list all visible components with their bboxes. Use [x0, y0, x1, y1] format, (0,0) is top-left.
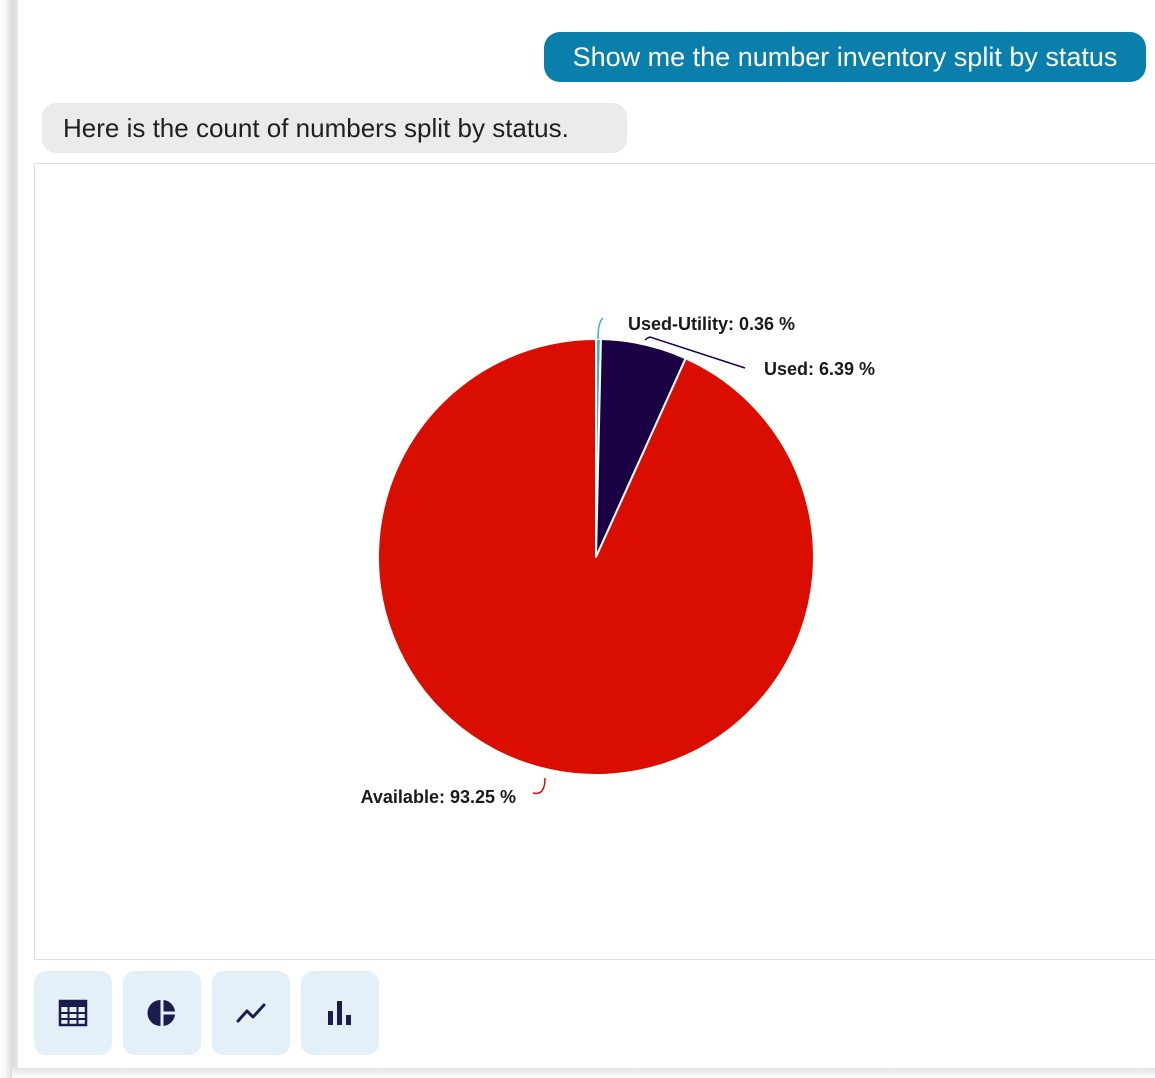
data-label-used-utility: Used-Utility: 0.36 % [628, 314, 795, 334]
data-label-available: Available: 93.25 % [361, 787, 516, 807]
pie-chart-view-button[interactable] [123, 971, 201, 1055]
leader-line-used-utility [597, 317, 604, 340]
table-view-button[interactable] [34, 971, 112, 1055]
line-chart-view-button[interactable] [212, 971, 290, 1055]
user-message-bubble: Show me the number inventory split by st… [544, 32, 1146, 82]
pie-chart: Used-Utility: 0.36 % Used: 6.39 % Availabl… [361, 314, 875, 807]
data-label-used: Used: 6.39 % [764, 359, 875, 379]
chart-container: Used-Utility: 0.36 % Used: 6.39 % Availabl… [34, 163, 1155, 960]
bottom-panel-edge [12, 1068, 1155, 1078]
pie-chart-icon [147, 1000, 175, 1026]
leader-line-used [644, 336, 746, 369]
line-chart-icon [236, 1003, 266, 1023]
table-icon [58, 999, 88, 1027]
pie-slice-available [377, 338, 815, 776]
leader-line-available [532, 777, 546, 795]
bot-message-bubble: Here is the count of numbers split by st… [42, 103, 627, 153]
bar-chart-icon [328, 1001, 351, 1025]
left-panel-edge [0, 0, 18, 1078]
bar-chart-view-button[interactable] [301, 971, 379, 1055]
